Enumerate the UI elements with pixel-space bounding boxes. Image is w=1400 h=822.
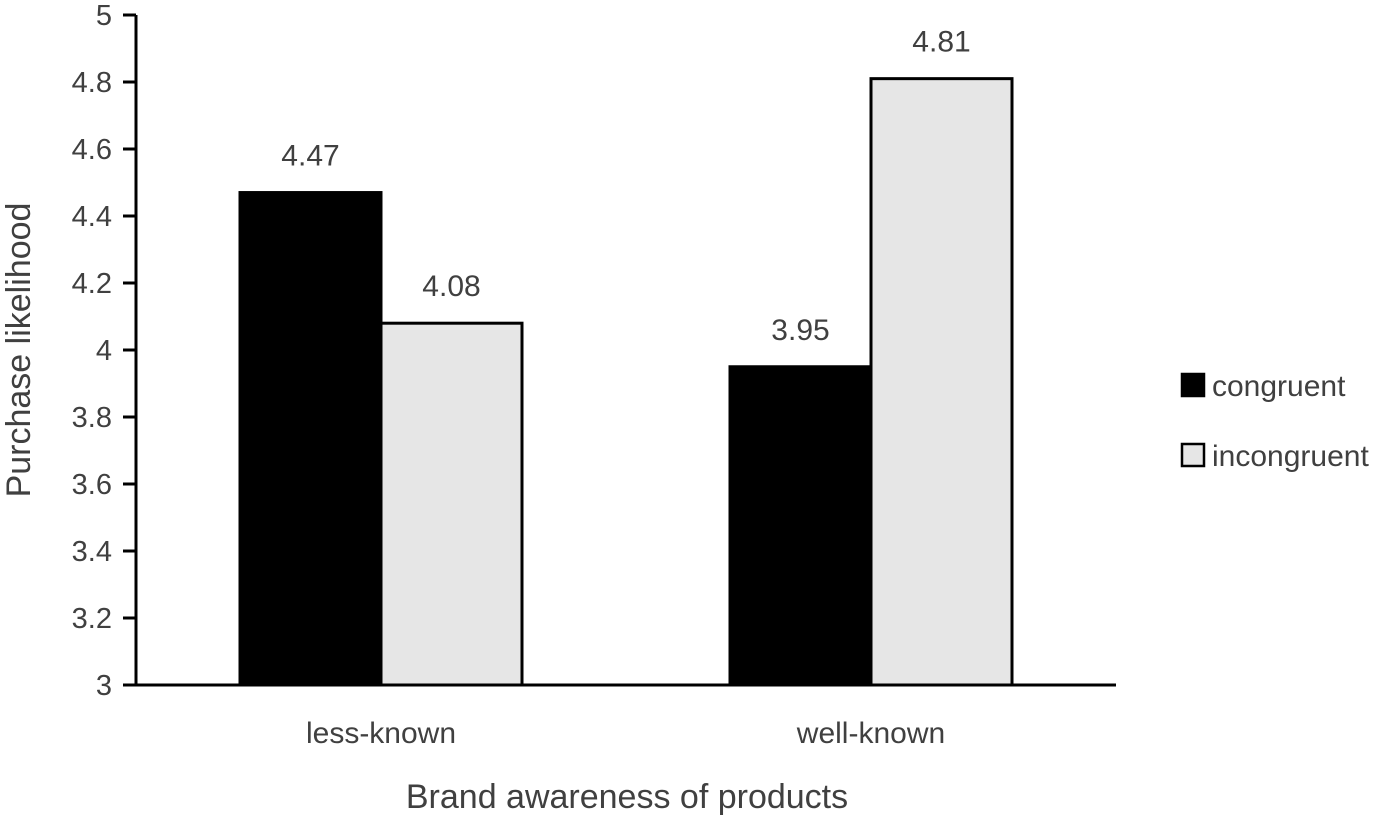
legend-swatch-congruent bbox=[1180, 372, 1206, 398]
y-tick-label: 4 bbox=[96, 335, 112, 367]
bar-congruent-well-known bbox=[728, 365, 873, 687]
y-tick-label: 4.6 bbox=[72, 134, 112, 166]
x-category-label: less-known bbox=[306, 717, 456, 750]
data-label-congruent-less-known: 4.47 bbox=[281, 140, 339, 173]
x-category-label: well-known bbox=[796, 717, 945, 750]
y-tick-label: 3.8 bbox=[72, 402, 112, 434]
bar-congruent-less-known bbox=[238, 191, 383, 687]
y-tick-label: 4.4 bbox=[72, 201, 112, 233]
y-tick-label: 3.6 bbox=[72, 469, 112, 501]
bar-incongruent-less-known bbox=[379, 321, 524, 687]
y-tick-label: 3.4 bbox=[72, 536, 112, 568]
data-label-incongruent-well-known: 4.81 bbox=[912, 26, 970, 59]
data-label-incongruent-less-known: 4.08 bbox=[422, 270, 480, 303]
x-axis-title: Brand awareness of products bbox=[406, 778, 848, 816]
y-tick-label: 3 bbox=[96, 670, 112, 702]
y-axis-title: Purchase likelihood bbox=[0, 203, 38, 498]
y-tick-label: 4.2 bbox=[72, 268, 112, 300]
data-label-congruent-well-known: 3.95 bbox=[771, 314, 829, 347]
y-tick-label: 4.8 bbox=[72, 67, 112, 99]
y-tick-label: 3.2 bbox=[72, 603, 112, 635]
legend-label-incongruent: incongruent bbox=[1212, 440, 1369, 473]
y-tick-label: 5 bbox=[96, 0, 112, 32]
legend-swatch-incongruent bbox=[1180, 442, 1206, 468]
bar-incongruent-well-known bbox=[869, 77, 1014, 687]
legend-label-congruent: congruent bbox=[1212, 370, 1346, 403]
